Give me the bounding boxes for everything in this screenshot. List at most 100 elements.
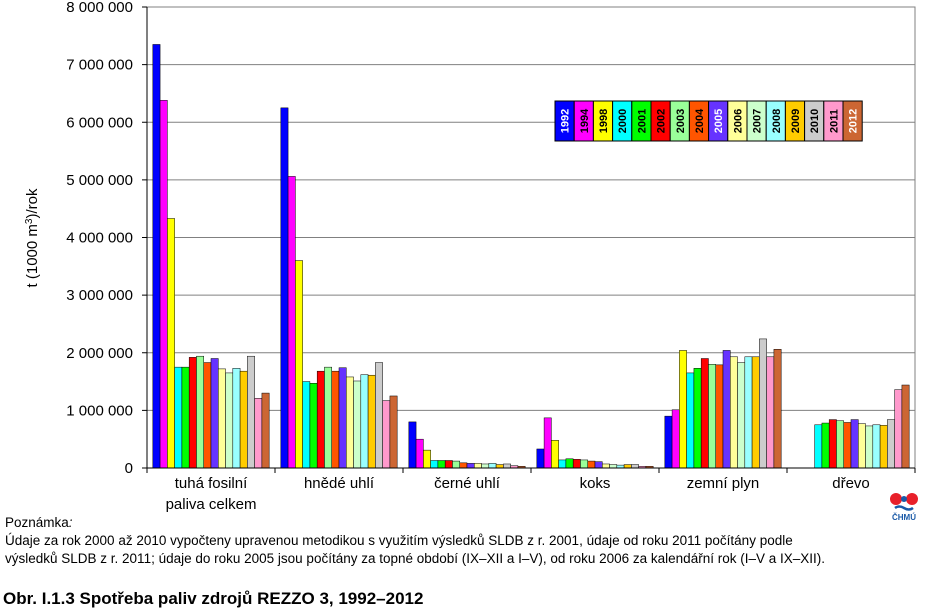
legend-item-2011: 2011	[823, 100, 844, 142]
y-tick-label: 7 000 000	[66, 57, 133, 74]
grid-lines	[147, 6, 915, 411]
bar-2000	[814, 424, 823, 469]
bar-1994	[415, 438, 424, 469]
bar-1994	[671, 409, 680, 469]
bar-2006	[602, 463, 610, 469]
y-axis-label-part: )/rok	[24, 188, 41, 219]
bar-2010	[887, 419, 895, 469]
bar-2007	[737, 362, 746, 469]
bar-2009	[751, 356, 760, 469]
legend-label: 2002	[656, 109, 668, 133]
bar-2005	[722, 350, 731, 469]
bar-2003	[708, 364, 716, 469]
bar-2012	[773, 349, 782, 469]
note-line-2: výsledků SLDB z r. 2011; údaje do roku 2…	[5, 551, 825, 566]
bar-2002	[700, 358, 709, 469]
category-labels: tuhá fosilní paliva celkem hnědé uhlí černé…	[166, 475, 870, 513]
bar-1992	[664, 415, 673, 469]
bar-2002	[444, 460, 453, 469]
legend-item-1992: 1992	[554, 100, 575, 142]
bar-2012	[261, 392, 270, 469]
bar-2010	[375, 362, 383, 469]
legend-label: 2011	[828, 109, 840, 133]
y-tick-label: 2 000 000	[66, 345, 133, 362]
legend-item-2009: 2009	[784, 100, 806, 142]
bar-1992	[152, 44, 161, 469]
legend-label: 2000	[617, 109, 629, 133]
bar-2004	[587, 460, 596, 469]
bar-2004	[459, 462, 468, 469]
bar-2005	[466, 463, 475, 469]
legend-label: 2010	[809, 109, 821, 133]
bar-2007	[865, 425, 874, 469]
legend-label: 2008	[771, 109, 783, 133]
note: Poznámka: Údaje za rok 2000 až 2010 vypo…	[5, 514, 949, 568]
y-tick-label: 5 000 000	[66, 172, 133, 189]
bar-1992	[408, 421, 417, 469]
y-tick-label: 1 000 000	[66, 402, 133, 419]
bar-2002	[316, 370, 325, 469]
legend-item-2005: 2005	[708, 100, 729, 142]
bar-2005	[850, 419, 859, 469]
chmu-logo: ČHMÚ	[890, 493, 918, 521]
x-category-label: hnědé uhlí	[304, 475, 375, 492]
bar-2007	[353, 380, 362, 469]
bar-2004	[203, 362, 212, 469]
bar-2003	[196, 355, 204, 469]
x-category-label: tuhá fosilní	[175, 475, 248, 492]
bar-2005	[594, 461, 603, 469]
bar-2004	[715, 364, 724, 469]
legend-item-2001: 2001	[631, 100, 652, 142]
legend-label: 1998	[598, 109, 610, 133]
y-tick-label: 8 000 000	[66, 0, 133, 16]
legend-item-2006: 2006	[727, 100, 748, 142]
legend-item-2010: 2010	[804, 100, 825, 142]
bar-2002	[828, 419, 837, 469]
bar-1998	[295, 260, 303, 469]
bar-2010	[759, 338, 767, 469]
legend-item-2000: 2000	[612, 100, 633, 142]
bar-2004	[843, 422, 852, 469]
figure-caption: Obr. I.1.3 Spotřeba paliv zdrojů REZZO 3…	[3, 589, 424, 608]
bar-2005	[210, 358, 219, 469]
legend-item-2002: 2002	[650, 100, 671, 142]
bar-1992	[536, 448, 545, 469]
bar-2000	[302, 381, 311, 469]
bar-2003	[452, 460, 460, 469]
bar-2001	[821, 422, 830, 469]
bar-2000	[174, 366, 183, 469]
bar-1992	[280, 107, 289, 469]
y-tick-label: 4 000 000	[66, 230, 133, 247]
bar-2011	[766, 356, 775, 469]
x-category-label: dřevo	[832, 475, 870, 492]
legend: 1992 1994 1998 2000 2001 2002 2003 2004 2005 2006…	[554, 100, 863, 142]
legend-label: 2007	[752, 109, 764, 133]
legend-label: 2001	[636, 109, 648, 133]
bar-2007	[481, 463, 490, 469]
bar-2006	[730, 356, 738, 469]
note-title-line: Poznámka:	[5, 514, 949, 532]
legend-item-2003: 2003	[669, 100, 690, 142]
y-tick-label: 6 000 000	[66, 114, 133, 131]
bar-1998	[551, 440, 559, 469]
x-category-label: zemní plyn	[687, 475, 760, 492]
bar-2003	[324, 366, 332, 469]
note-title-text: Poznámka	[5, 515, 69, 530]
x-category-label: paliva celkem	[166, 496, 257, 513]
bar-2010	[503, 463, 511, 469]
y-tick-label: 0	[125, 460, 133, 477]
bar-2001	[565, 458, 574, 469]
bar-2005	[338, 367, 347, 469]
bar-2007	[609, 464, 618, 469]
bar-2003	[580, 459, 588, 469]
legend-label: 1992	[560, 109, 572, 133]
legend-label: 1994	[579, 108, 591, 133]
svg-text:ČHMÚ: ČHMÚ	[892, 513, 916, 521]
bar-2009	[367, 374, 376, 469]
note-title: Poznámka:	[5, 515, 73, 530]
legend-item-1998: 1998	[592, 100, 614, 142]
legend-item-2004: 2004	[688, 100, 710, 142]
legend-label: 2012	[848, 109, 860, 133]
legend-item-2007: 2007	[746, 100, 767, 142]
bar-2006	[218, 368, 226, 469]
